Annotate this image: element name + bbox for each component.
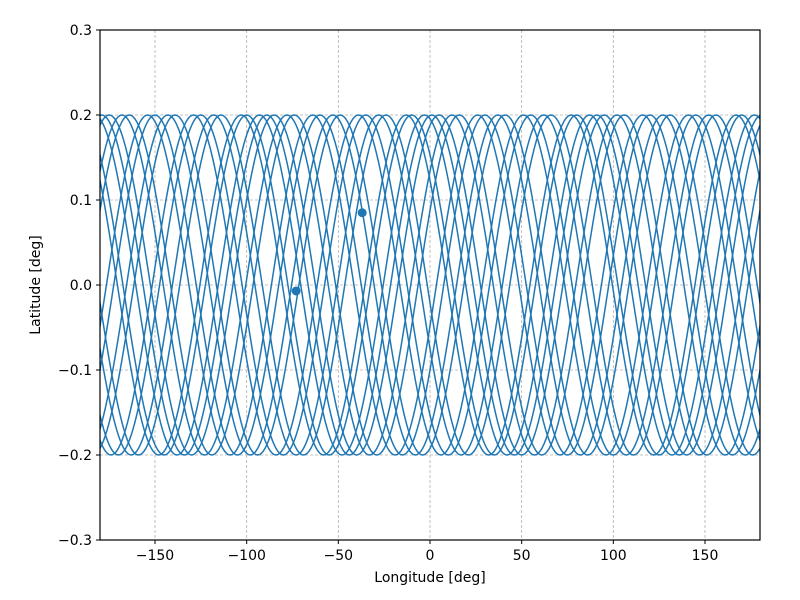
y-tick-label: −0.3 bbox=[58, 533, 92, 549]
ground-track-curve bbox=[100, 114, 760, 456]
ground-track-curve bbox=[100, 114, 760, 456]
ground-track-curve bbox=[100, 114, 760, 456]
x-tick-label: 50 bbox=[513, 548, 531, 564]
x-axis-label: Longitude [deg] bbox=[374, 570, 485, 586]
ground-track-curve bbox=[100, 114, 760, 456]
axis-ticks: −150 −100 −50 0 50 100 150 −0.3 −0.2 −0.1 0.0 0.1 0.… bbox=[58, 23, 718, 564]
y-tick-label: −0.1 bbox=[58, 363, 92, 379]
x-tick-label: 100 bbox=[600, 548, 627, 564]
markers bbox=[291, 208, 367, 296]
y-tick-label: 0.3 bbox=[70, 23, 92, 39]
x-tick-label: −100 bbox=[227, 548, 265, 564]
y-axis-label: Latitude [deg] bbox=[28, 235, 44, 334]
ground-track-curve bbox=[100, 114, 760, 456]
ground-track-curve bbox=[100, 114, 760, 456]
ground-track-curve bbox=[100, 114, 760, 456]
ground-track-curve bbox=[100, 114, 760, 456]
ground-track-curve bbox=[100, 114, 760, 456]
ground-track-curve bbox=[100, 114, 760, 456]
ground-track-curve bbox=[100, 114, 760, 456]
position-marker bbox=[291, 286, 301, 296]
curves bbox=[100, 114, 760, 456]
y-tick-label: −0.2 bbox=[58, 448, 92, 464]
x-tick-label: −150 bbox=[136, 548, 174, 564]
ground-track-curve bbox=[100, 114, 760, 456]
y-tick-label: 0.2 bbox=[70, 108, 92, 124]
ground-track-curve bbox=[100, 114, 760, 456]
ground-track-curve bbox=[100, 114, 760, 456]
y-tick-label: 0.0 bbox=[70, 278, 92, 294]
x-tick-label: −50 bbox=[324, 548, 354, 564]
position-marker bbox=[357, 208, 367, 218]
x-tick-label: 0 bbox=[426, 548, 435, 564]
ground-track-curve bbox=[100, 114, 760, 456]
y-tick-label: 0.1 bbox=[70, 193, 92, 209]
x-tick-label: 150 bbox=[692, 548, 719, 564]
